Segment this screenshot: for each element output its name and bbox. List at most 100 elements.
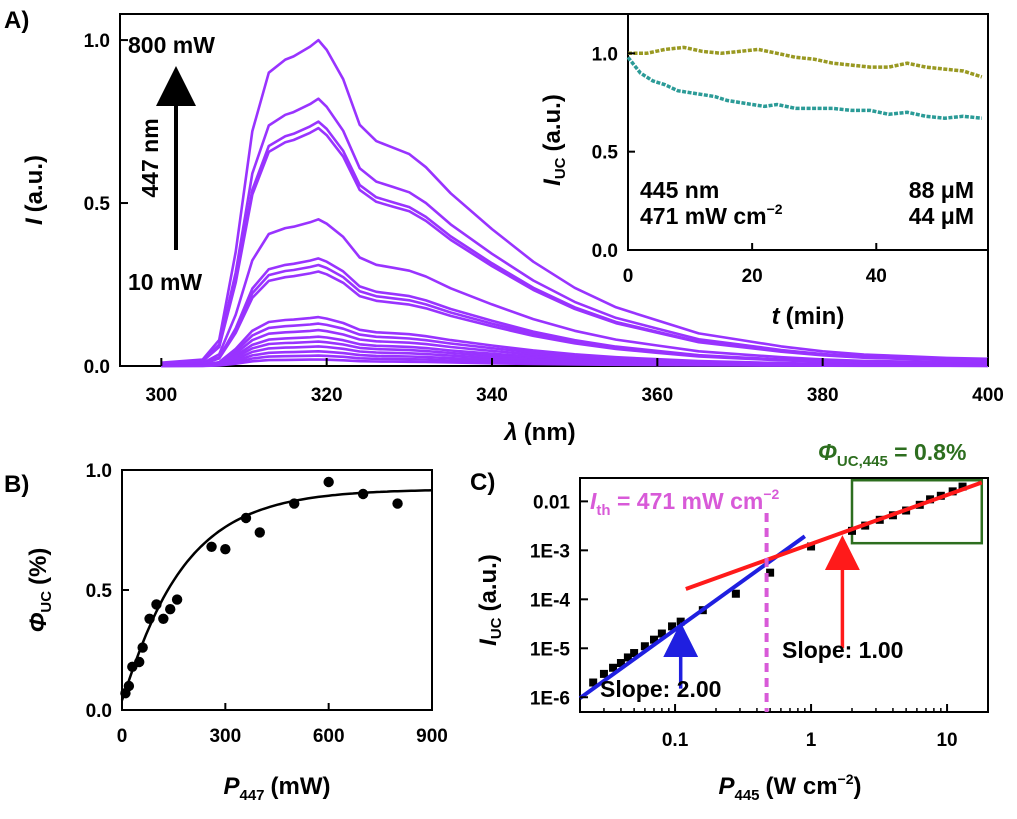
panel-c-data-point (766, 568, 775, 577)
panel-c-ylabel-unit: (a.u.) (475, 554, 502, 611)
panel-a-xtick-label: 340 (476, 385, 508, 406)
inset-series (626, 45, 983, 120)
emission-spectrum-5 (161, 257, 989, 367)
panel-b-xtick-label: 300 (209, 726, 241, 747)
panel-c-xlabel-sub: 445 (735, 787, 760, 804)
panel-b-ytick-label: 1.0 (86, 461, 112, 482)
panel-label-a: A) (4, 7, 29, 34)
panel-c-data-point (649, 635, 658, 644)
emission-spectrum-7 (161, 270, 989, 367)
panel-a-xtick-label: 320 (311, 385, 343, 406)
panel-b-ylabel-symbol: Φ (25, 612, 52, 632)
inset-ylabel-sub: UC (552, 157, 569, 179)
inset-xlabel: t (min) (772, 303, 845, 330)
panel-b-data-point (123, 680, 135, 692)
panel-b-data-point (158, 613, 169, 624)
efficiency-value: = 0.8% (888, 439, 967, 465)
excitation-wavelength-label: 447 nm (137, 118, 163, 197)
panel-a-ylabel-symbol: I (21, 217, 48, 225)
inset-xlabel-symbol: t (772, 303, 781, 330)
panel-c-ylabel-symbol: I (475, 638, 502, 646)
panel-c-data-point (630, 649, 639, 658)
panel-c-ticks: 0.1 1 10 1E-6 1E-5 1E-4 1E-3 0.01 (530, 492, 958, 751)
panel-b-ytick-label: 0.5 (86, 581, 113, 602)
inset-ytick-label: 0.5 (592, 143, 619, 164)
slope-low-label: Slope: 2.00 (600, 676, 721, 702)
panel-a-xlabel-symbol: λ (502, 419, 517, 446)
legend-44uM: 44 μM (909, 203, 974, 229)
efficiency-sub: UC,445 (837, 453, 888, 470)
panel-a-ylabel-unit: (a.u.) (21, 155, 48, 212)
panel-c-xlabel: P445 (W cm−2) (718, 771, 861, 804)
panel-c-data-point (640, 642, 649, 651)
panel-b-data-point (151, 599, 162, 610)
panel-c-data-point (589, 678, 598, 687)
emission-spectrum-0 (161, 38, 989, 364)
panel-b-ytick-label: 0.0 (86, 701, 112, 722)
power-label-top: 800 mW (128, 32, 215, 58)
efficiency-label: ΦUC,445 = 0.8% (818, 439, 966, 470)
panel-b-xtick-label: 900 (416, 726, 448, 747)
threshold-symbol: I (590, 488, 597, 514)
panel-c-data-point (609, 663, 618, 672)
panel-a-xtick-label: 400 (972, 385, 1004, 406)
panel-label-c: C) (470, 469, 495, 496)
inset-ylabel-symbol: I (539, 178, 566, 186)
panel-c-xtick-label: 0.1 (662, 730, 689, 751)
panel-a-ytick-label: 0.0 (84, 357, 110, 378)
panel-b-xlabel-symbol: P (223, 773, 240, 800)
panel-b-data-point (137, 642, 148, 653)
panel-c-xlabel-close: ) (854, 773, 862, 800)
inset-xtick-label: 40 (866, 266, 887, 287)
inset-ytick-label: 0.0 (592, 241, 618, 262)
inset-xtick-label: 0 (623, 266, 634, 287)
panel-label-b: B) (4, 471, 29, 498)
panel-b-data-point (392, 498, 403, 509)
inset-condition-power: 471 mW cm−2 (640, 201, 783, 229)
panel-a-ytick-label: 0.5 (84, 194, 111, 215)
panel-c-ylabel: IUC (a.u.) (475, 554, 505, 646)
panel-b-data-point (357, 488, 369, 500)
panel-c-data-point (599, 669, 608, 678)
inset-frame (627, 13, 989, 251)
panel-b-xtick-label: 0 (117, 726, 128, 747)
panel-b-data-point (220, 544, 231, 555)
panel-c-frame (579, 477, 989, 713)
inset-condition-power-text: 471 mW cm (640, 203, 767, 229)
panel-b-ylabel-unit: (%) (25, 548, 52, 585)
panel-c-data-point (616, 659, 625, 668)
inset-series-line-0 (628, 45, 983, 79)
inset-condition-power-sup: −2 (767, 201, 783, 217)
threshold-value: = 471 mW cm (611, 488, 764, 514)
panel-b-data-point (144, 613, 155, 624)
panel-b-data-point (289, 498, 300, 509)
panel-b-xlabel: P447 (mW) (223, 773, 330, 804)
emission-spectrum-4 (161, 218, 989, 366)
panel-b-xtick-label: 600 (313, 726, 345, 747)
threshold-label: Ith = 471 mW cm−2 (590, 486, 780, 519)
inset-condition-wavelength: 445 nm (640, 177, 719, 203)
slope-high-label: Slope: 1.00 (782, 637, 903, 663)
threshold-sub: th (596, 502, 610, 519)
inset-series-line-1 (626, 56, 982, 120)
efficiency-symbol: Φ (818, 439, 837, 465)
emission-spectrum-16 (161, 358, 989, 368)
panel-c-xlabel-unit: (W cm (766, 773, 838, 800)
panel-b-data-point (240, 512, 252, 524)
panel-b-data-point (206, 541, 217, 552)
panel-c-data-point (676, 617, 685, 626)
panel-c-data-point (807, 542, 816, 551)
panel-c-xlabel-sup: −2 (838, 771, 854, 787)
panel-a-curves (161, 38, 989, 368)
panel-c-xtick-label: 10 (936, 730, 957, 751)
inset-xtick-label: 20 (742, 266, 763, 287)
panel-c-xtick-label: 1 (806, 730, 817, 751)
threshold-sup: −2 (763, 486, 779, 502)
inset-ytick-label: 1.0 (592, 44, 618, 65)
panel-a-xtick-label: 360 (641, 385, 673, 406)
panel-b-fit-curve (120, 489, 433, 701)
efficiency-region-box (850, 478, 984, 545)
